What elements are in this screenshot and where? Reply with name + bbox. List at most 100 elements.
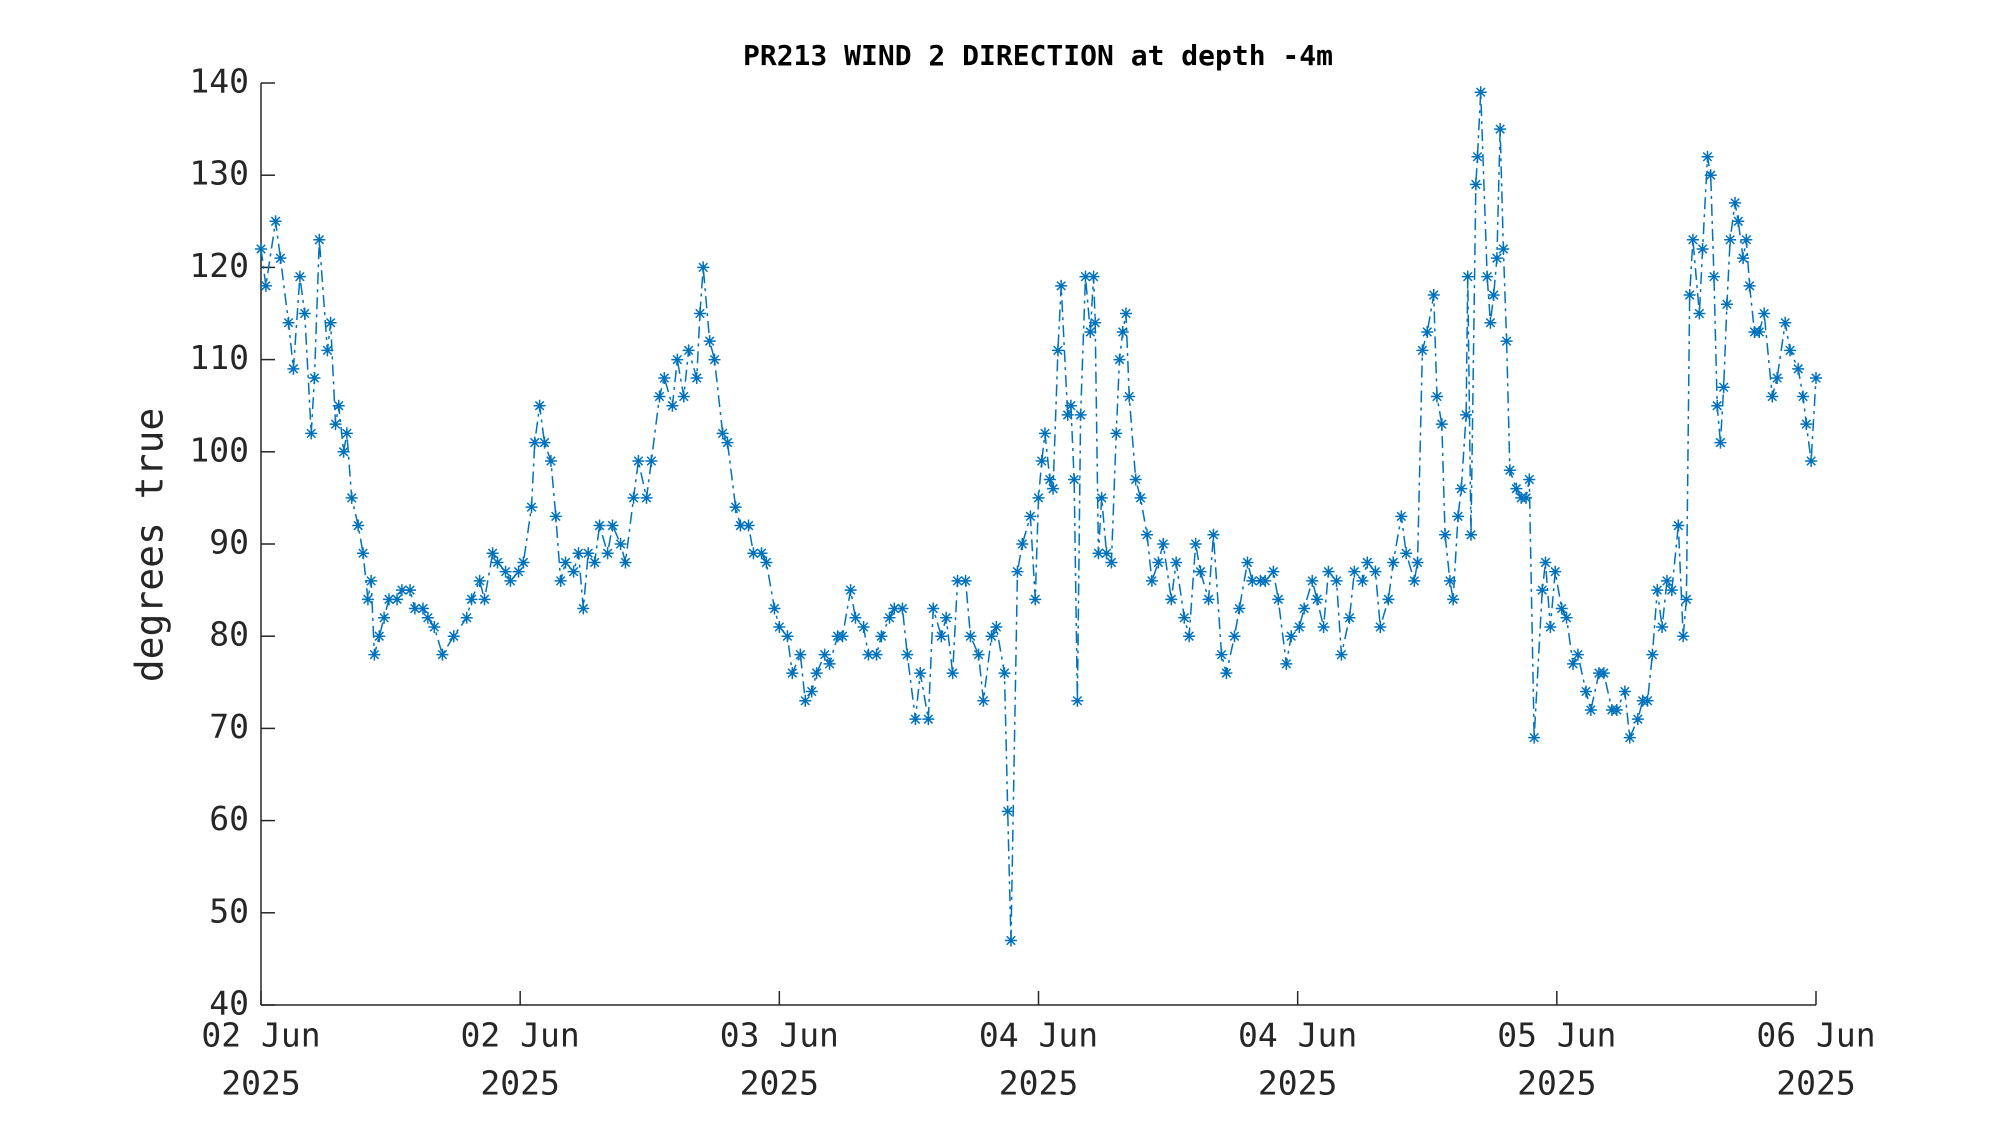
data-point [421, 611, 434, 624]
data-point [1047, 482, 1060, 495]
data-point [1382, 593, 1395, 606]
data-point [1089, 316, 1102, 329]
data-point [773, 620, 786, 633]
data-point [1306, 574, 1319, 587]
data-point [716, 427, 729, 440]
data-point [1737, 252, 1750, 265]
data-point [1220, 667, 1233, 680]
data-point [1207, 528, 1220, 541]
data-point [1484, 316, 1497, 329]
data-point [538, 436, 551, 449]
data-point [365, 574, 378, 587]
data-point [1079, 270, 1092, 283]
x-tick-label: 2025 [740, 1064, 819, 1103]
data-point [1805, 455, 1818, 468]
data-point [340, 427, 353, 440]
data-point [293, 270, 306, 283]
data-point [416, 602, 429, 615]
data-point [1474, 86, 1487, 99]
data-point [1779, 316, 1792, 329]
data-point [567, 565, 580, 578]
data-point [465, 593, 478, 606]
data-point [329, 418, 342, 431]
data-point [1455, 482, 1468, 495]
data-point [512, 565, 525, 578]
data-point [554, 574, 567, 587]
data-point [274, 252, 287, 265]
data-point [1469, 178, 1482, 191]
data-point [1487, 289, 1500, 302]
data-point [588, 556, 601, 569]
data-point [721, 436, 734, 449]
data-point [1374, 620, 1387, 633]
y-tick-label: 50 [209, 891, 249, 930]
x-tick-label: 02 Jun [201, 1016, 320, 1055]
data-point [255, 242, 267, 255]
data-point [862, 648, 875, 661]
data-point [693, 307, 706, 320]
data-point [1641, 694, 1654, 707]
data-point [1194, 565, 1207, 578]
data-point [666, 399, 679, 412]
x-tick-label: 05 Jun [1497, 1016, 1616, 1055]
data-point [1165, 593, 1178, 606]
data-point [368, 648, 381, 661]
data-point [1145, 574, 1158, 587]
data-point [708, 353, 721, 366]
data-point [1427, 289, 1440, 302]
data-point [1293, 620, 1306, 633]
y-axis-label: degrees true [128, 408, 172, 683]
data-point [1011, 565, 1024, 578]
data-point [1435, 418, 1448, 431]
x-tick-label: 02 Jun [461, 1016, 580, 1055]
data-point [1656, 620, 1669, 633]
data-point [844, 584, 857, 597]
data-point [1758, 307, 1771, 320]
data-point [337, 445, 350, 458]
data-point [781, 630, 794, 643]
data-point [395, 584, 408, 597]
data-point [1129, 473, 1142, 486]
data-point [1461, 270, 1474, 283]
data-point [1074, 408, 1087, 421]
data-point [1717, 381, 1730, 394]
y-tick-label: 110 [189, 338, 249, 377]
data-point [404, 584, 417, 597]
data-point [1387, 556, 1400, 569]
data-point [1714, 436, 1727, 449]
data-point [810, 667, 823, 680]
data-point [1016, 538, 1029, 550]
data-point [653, 390, 666, 403]
data-point [1651, 584, 1664, 597]
data-point [1771, 372, 1784, 385]
data-point [1202, 593, 1215, 606]
data-point [1460, 408, 1473, 421]
data-point [332, 399, 345, 412]
data-point [875, 630, 888, 643]
data-point [1701, 150, 1714, 163]
data-point [682, 344, 695, 357]
data-point [577, 602, 590, 615]
data-point [1646, 648, 1659, 661]
data-point [1686, 233, 1699, 246]
data-point [940, 611, 953, 624]
y-tick-label: 140 [189, 62, 249, 101]
x-tick-label: 2025 [1517, 1064, 1596, 1103]
data-point [559, 556, 572, 569]
y-tick-label: 80 [209, 615, 249, 654]
data-point [1055, 279, 1068, 292]
data-point [1579, 685, 1592, 698]
data-point [1810, 372, 1822, 385]
data-point [690, 372, 703, 385]
data-point [361, 593, 374, 606]
data-point [1571, 648, 1584, 661]
data-point [544, 455, 557, 468]
data-point [1100, 547, 1113, 560]
data-point [324, 316, 337, 329]
data-point [614, 538, 627, 550]
data-point [964, 630, 977, 643]
data-point [572, 547, 585, 560]
data-point [282, 316, 295, 329]
data-point [1743, 279, 1756, 292]
